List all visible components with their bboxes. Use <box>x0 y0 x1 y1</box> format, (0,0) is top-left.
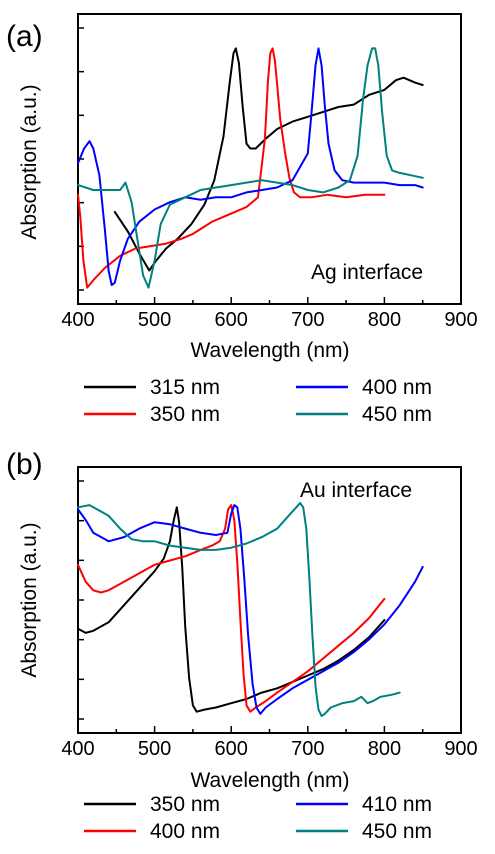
legend-label: 315 nm <box>150 376 220 399</box>
legend-label: 450 nm <box>362 820 432 843</box>
panel-b: (b) 400 500 600 700 800 900 Au interface Wave… <box>6 448 478 843</box>
panel-a-x-tick-label: 500 <box>138 309 171 331</box>
legend-label: 450 nm <box>362 403 432 426</box>
panel-b-x-tick-label: 800 <box>368 738 401 760</box>
legend-label: 350 nm <box>150 403 220 426</box>
panel-a-ylabel: Absorption (a.u.) <box>18 84 41 239</box>
panel-b-xlabel: Wavelength (nm) <box>190 769 349 792</box>
panel-b-x-tick-label: 900 <box>444 738 477 760</box>
panel-b-series <box>77 502 424 717</box>
series-line-350-nm <box>77 506 386 713</box>
panel-b-ylabel: Absorption (a.u.) <box>18 522 41 677</box>
panel-b-x-tick-label: 500 <box>138 738 171 760</box>
series-line-450-nm <box>77 47 424 289</box>
panel-a-series <box>77 47 424 289</box>
panel-a-x-tick-label: 700 <box>291 309 324 331</box>
legend-label: 400 nm <box>150 820 220 843</box>
legend-label: 400 nm <box>362 376 432 399</box>
series-line-350-nm <box>77 47 386 289</box>
series-line-400-nm <box>77 504 386 713</box>
series-line-450-nm <box>77 502 401 717</box>
panel-a-annotation: Ag interface <box>311 261 423 284</box>
panel-a-x-tick-label: 600 <box>215 309 248 331</box>
panel-b-x-tick-label: 700 <box>291 738 324 760</box>
panel-a: (a) 400 500 600 700 800 900 Ag interface Wave… <box>6 13 478 426</box>
panel-a-legend: 315 nm 350 nm 400 nm 450 nm <box>84 376 432 426</box>
series-line-315-nm <box>113 47 424 272</box>
panel-b-label: (b) <box>6 448 43 481</box>
panel-b-x-tick-label: 600 <box>215 738 248 760</box>
panel-a-xlabel: Wavelength (nm) <box>190 339 349 362</box>
panel-b-annotation: Au interface <box>300 479 412 502</box>
panel-a-x-tick-label: 900 <box>444 309 477 331</box>
panel-b-x-tick-label: 400 <box>61 738 94 760</box>
panel-b-x-ticks: 400 500 600 700 800 900 <box>61 480 478 760</box>
legend-label: 410 nm <box>362 793 432 816</box>
series-line-410-nm <box>77 504 424 715</box>
panel-a-x-tick-label: 800 <box>368 309 401 331</box>
panel-a-x-tick-label: 400 <box>61 309 94 331</box>
panel-b-legend: 350 nm 400 nm 410 nm 450 nm <box>84 793 432 843</box>
panel-a-x-ticks: 400 500 600 700 800 900 <box>61 27 478 331</box>
legend-label: 350 nm <box>150 793 220 816</box>
panel-a-label: (a) <box>6 20 43 53</box>
series-line-400-nm <box>77 47 424 287</box>
